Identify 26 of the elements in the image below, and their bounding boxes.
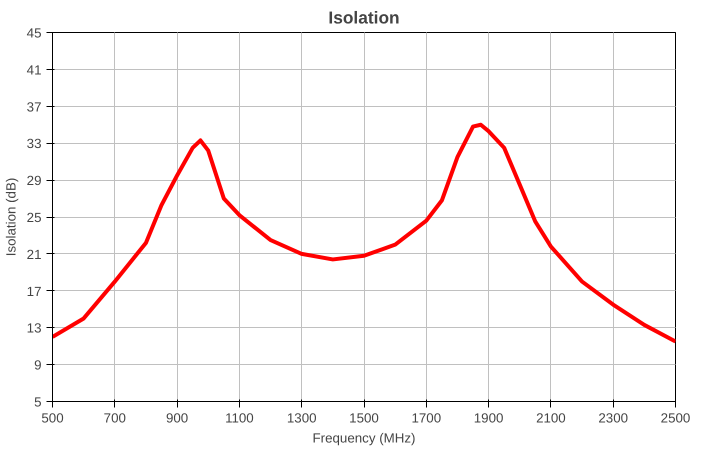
y-tick-label: 21 (26, 246, 42, 262)
x-axis-title: Frequency (MHz) (312, 430, 416, 446)
y-tick-label: 29 (26, 173, 42, 188)
y-tick-label: 13 (26, 320, 42, 336)
y-tick-label: 45 (26, 26, 42, 40)
y-axis-title: Isolation (dB) (4, 178, 19, 256)
y-tick-label: 17 (26, 284, 42, 299)
x-tick-label: 700 (104, 410, 126, 426)
chart-title: Isolation (328, 8, 400, 28)
x-tick-label: 1900 (474, 410, 504, 426)
x-tick-label: 1100 (225, 410, 254, 426)
y-tick-label: 9 (34, 358, 42, 373)
x-tick-label: 1700 (411, 410, 442, 426)
x-tick-label: 500 (41, 410, 64, 426)
y-tick-label: 37 (26, 99, 42, 114)
y-tick-label: 5 (34, 394, 42, 410)
y-tick-label: 41 (26, 62, 42, 78)
y-tick-label: 33 (26, 136, 42, 152)
x-tick-label: 1300 (286, 410, 317, 426)
x-tick-label: 1500 (349, 410, 379, 426)
x-tick-label: 2100 (536, 410, 566, 426)
x-tick-label: 2300 (598, 410, 628, 426)
x-tick-label: 900 (166, 410, 188, 426)
y-tick-label: 25 (26, 210, 42, 225)
x-tick-label: 2500 (660, 410, 690, 426)
line-series (52, 122, 676, 344)
